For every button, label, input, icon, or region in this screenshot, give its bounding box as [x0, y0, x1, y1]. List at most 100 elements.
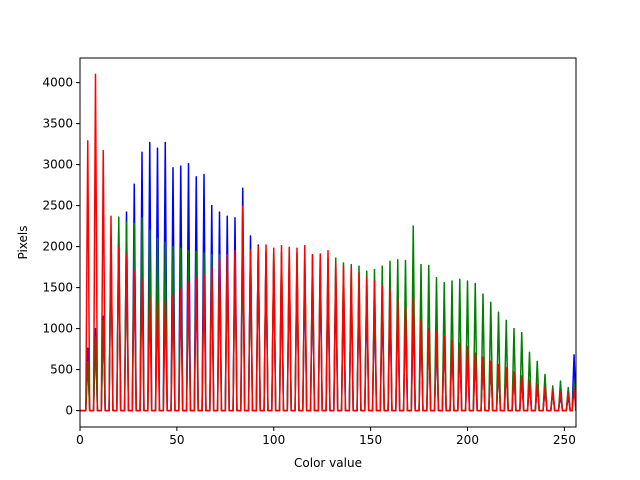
data-point [567, 387, 569, 389]
data-point [125, 211, 128, 213]
data-point [156, 237, 159, 239]
data-point [203, 273, 205, 276]
data-point [249, 235, 252, 237]
data-point [573, 381, 575, 383]
data-point [404, 306, 407, 308]
data-point [482, 293, 484, 295]
data-point [265, 244, 267, 246]
data-point [118, 246, 120, 248]
series-group [80, 73, 576, 412]
data-point [195, 250, 197, 253]
data-point [102, 315, 104, 317]
data-point [226, 254, 228, 256]
data-point [412, 296, 414, 299]
data-point [102, 319, 104, 321]
data-point [358, 265, 360, 267]
data-point [164, 141, 166, 144]
data-point [497, 311, 500, 313]
data-point [552, 389, 554, 391]
data-point [490, 301, 492, 303]
data-point [257, 244, 259, 246]
data-point [311, 254, 314, 256]
x-tick-label: 200 [456, 433, 479, 447]
data-point [195, 277, 197, 279]
data-point [420, 264, 422, 266]
series-3 [80, 73, 576, 412]
data-point [497, 364, 500, 366]
data-point [342, 265, 345, 267]
x-tick-label: 0 [76, 433, 84, 447]
y-tick-label: 500 [50, 363, 73, 377]
data-point [110, 215, 112, 217]
data-point [234, 250, 236, 252]
x-tick-label: 150 [359, 433, 382, 447]
data-point [94, 328, 97, 330]
data-point [559, 380, 562, 382]
data-point [273, 247, 275, 249]
y-tick-label: 3000 [42, 158, 73, 172]
data-point [443, 336, 445, 338]
data-point [172, 295, 174, 297]
data-point [521, 332, 523, 334]
data-point [218, 211, 221, 213]
data-point [133, 183, 135, 185]
data-point [187, 163, 190, 165]
data-point [172, 246, 174, 248]
data-point [211, 254, 213, 256]
axes-frame [79, 57, 577, 428]
data-point [280, 245, 283, 247]
data-point [304, 245, 306, 247]
data-point [397, 298, 399, 300]
data-point [180, 288, 182, 290]
data-point [180, 165, 182, 167]
data-point [218, 254, 221, 256]
data-point [373, 280, 376, 282]
data-point [87, 140, 89, 142]
data-point [226, 215, 228, 217]
data-point [474, 352, 476, 354]
data-point [513, 371, 515, 373]
data-point [428, 264, 430, 267]
data-point [94, 73, 97, 75]
data-point [141, 217, 143, 219]
data-point [187, 282, 190, 284]
data-point [459, 342, 461, 344]
data-point [195, 176, 197, 178]
data-point [389, 260, 391, 262]
data-point [552, 385, 554, 387]
data-point [350, 264, 352, 266]
data-point [87, 360, 89, 362]
data-point [366, 270, 368, 272]
data-point [342, 262, 345, 264]
x-axis-label: Color value [294, 456, 362, 470]
data-point [133, 270, 135, 272]
y-tick-label: 3500 [42, 117, 73, 131]
data-point [573, 354, 575, 356]
data-point [102, 150, 104, 152]
data-point [156, 301, 159, 303]
data-point [327, 250, 329, 252]
data-point [412, 225, 414, 227]
y-tick-label: 1500 [42, 281, 73, 295]
data-point [505, 319, 507, 321]
y-axis-label: Pixels [16, 225, 30, 259]
data-point [381, 265, 383, 267]
data-point [420, 319, 422, 321]
data-point [490, 360, 492, 362]
data-point [528, 351, 531, 353]
data-point [358, 272, 360, 274]
data-point [149, 229, 151, 231]
data-point [203, 252, 205, 254]
data-point [544, 373, 546, 376]
data-point [474, 282, 476, 285]
data-point [567, 391, 569, 394]
data-point [164, 241, 166, 244]
data-point [350, 267, 352, 269]
data-point [443, 282, 445, 284]
data-point [164, 300, 166, 303]
data-point [211, 266, 213, 268]
x-tick-label: 50 [169, 433, 184, 447]
y-tick-label: 2000 [42, 240, 73, 254]
data-point [536, 360, 538, 362]
data-point [118, 216, 120, 218]
